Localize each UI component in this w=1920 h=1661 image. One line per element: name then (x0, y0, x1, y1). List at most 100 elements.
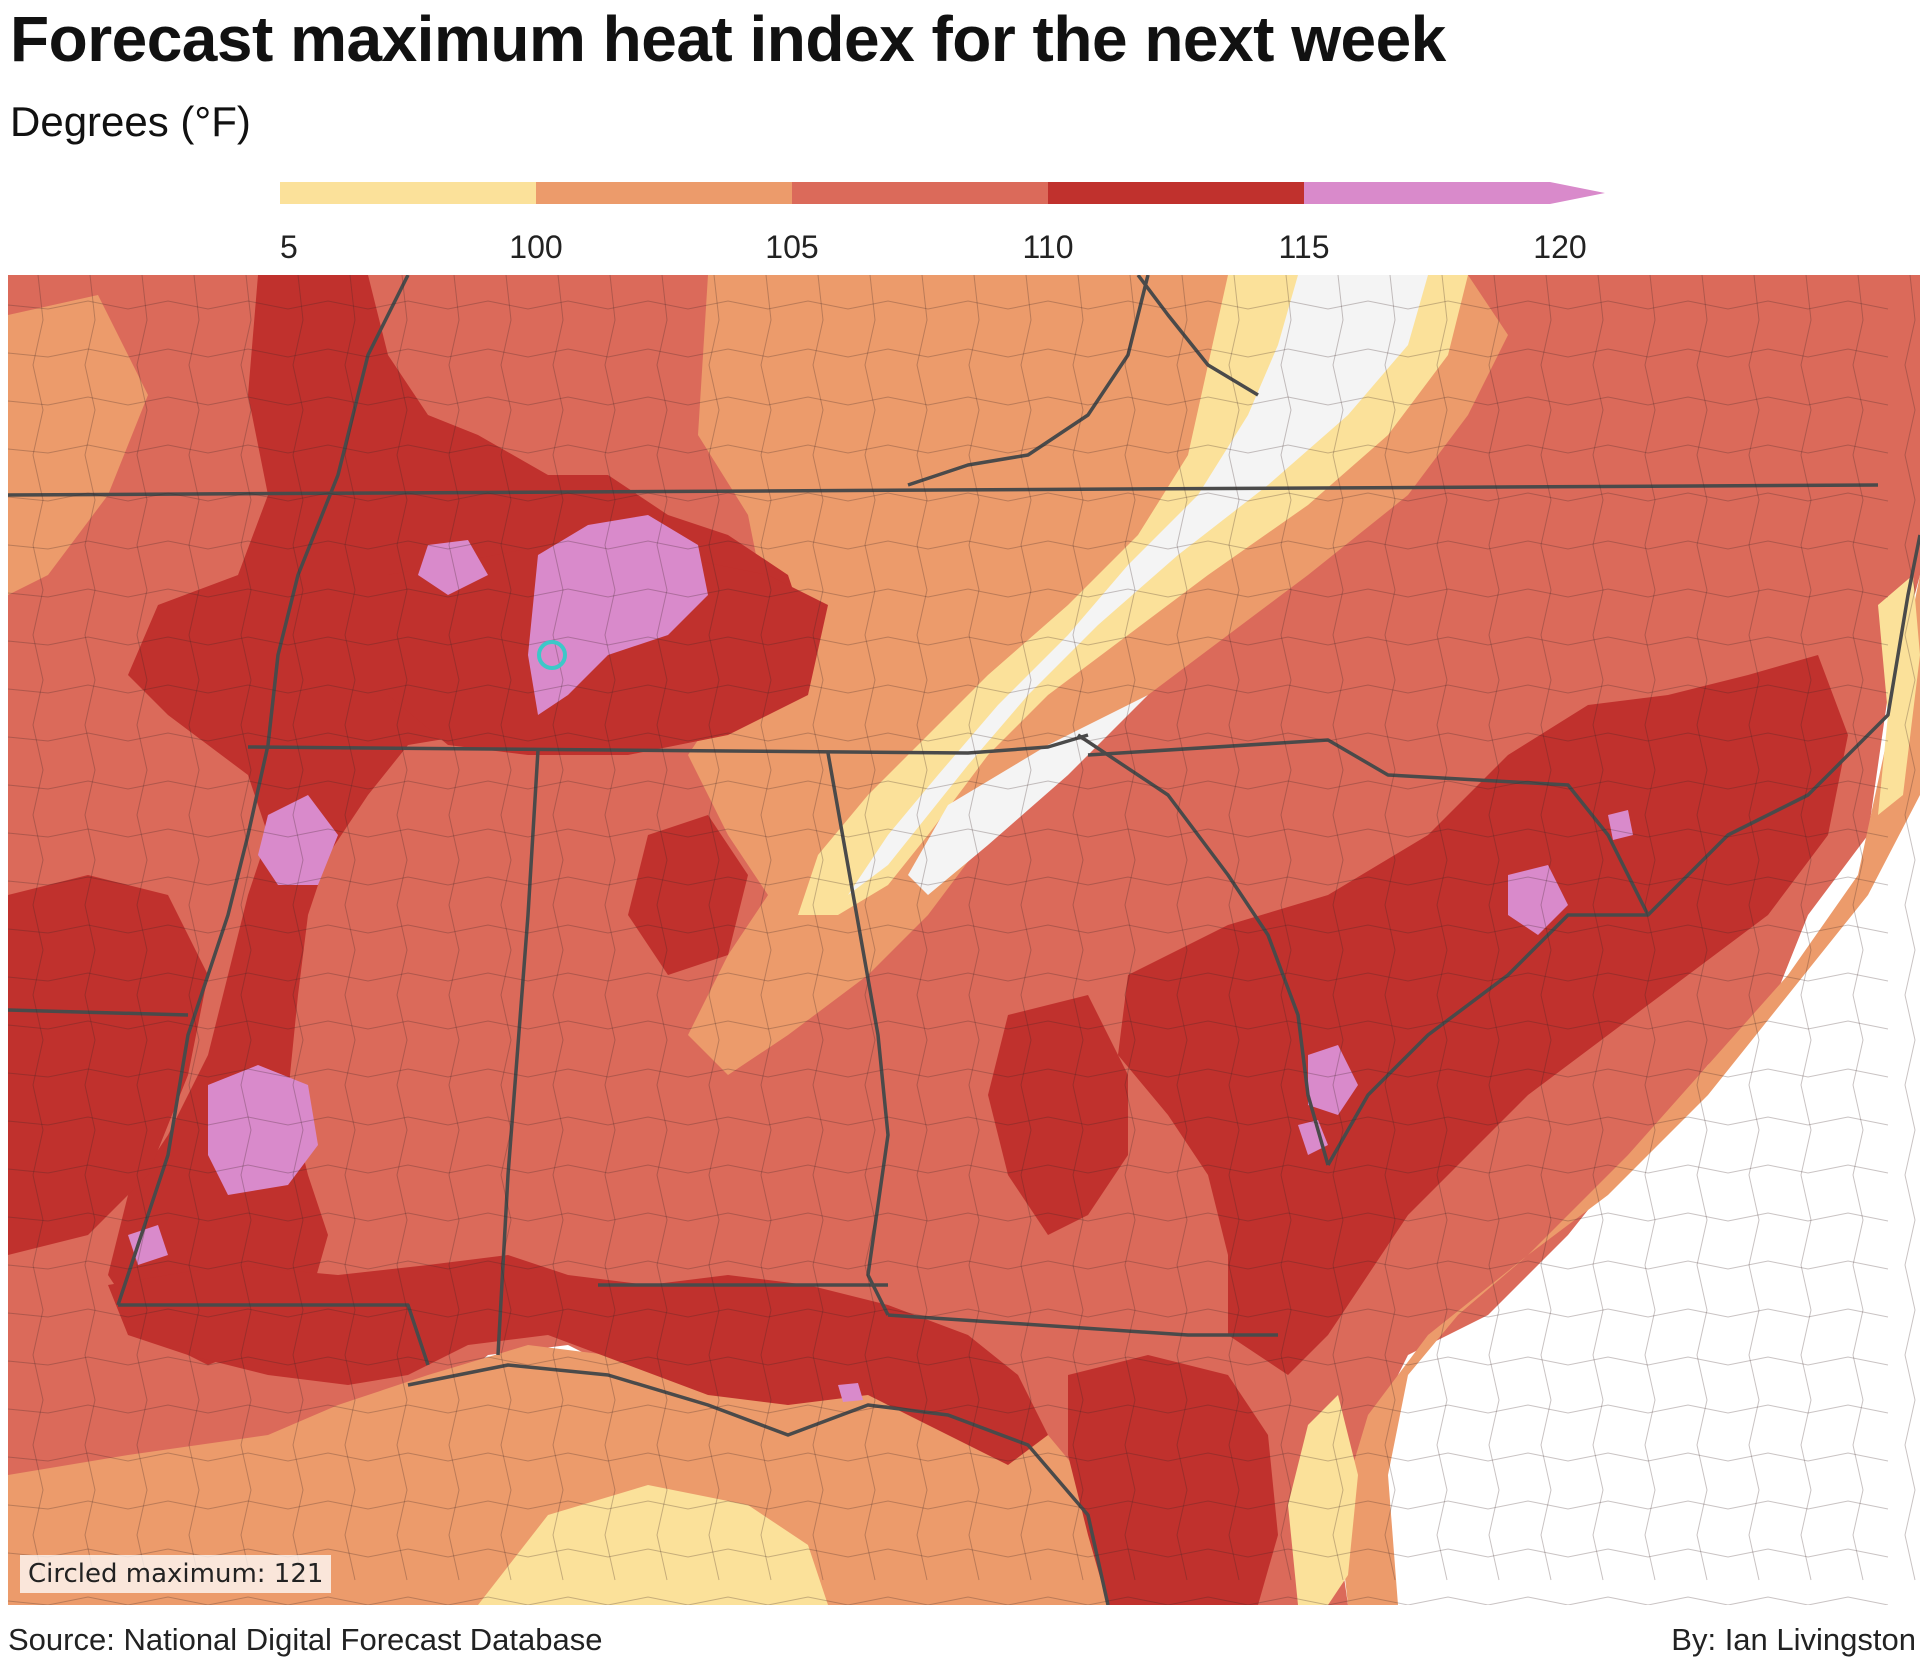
louisiana-mississippi-border (118, 1303, 430, 1366)
legend-bin-100-105 (536, 182, 792, 204)
county-line (8, 300, 1889, 310)
county-line (864, 275, 876, 1581)
gulf-coastline (407, 1363, 1110, 1605)
county-line (1436, 275, 1448, 1581)
county-line (1124, 275, 1136, 1581)
county-line (1592, 275, 1604, 1581)
county-line (708, 275, 720, 1581)
legend-ticks: 95 100 105 110 115 120 (280, 229, 1587, 265)
county-line (8, 1020, 1889, 1030)
gulf-coast-110-115 (108, 1255, 1048, 1465)
kentucky-west-virginia-border (1136, 275, 1259, 397)
mississippi-river-border (116, 275, 410, 1306)
county-line (1644, 275, 1656, 1581)
legend-tick-100: 100 (509, 229, 562, 265)
county-line (8, 1404, 1889, 1414)
county-line (8, 1164, 1889, 1174)
county-line (8, 588, 1889, 598)
county-line (916, 275, 928, 1581)
florida-panhandle-115plus (838, 1383, 863, 1402)
atlantic-offshore-95-100 (1288, 1395, 1358, 1605)
savannah-115plus (1298, 1120, 1328, 1155)
county-line (1800, 275, 1812, 1581)
county-line (1540, 275, 1552, 1581)
county-line (1228, 275, 1240, 1581)
legend-tick-110: 110 (1022, 229, 1073, 265)
florida-110-115 (1068, 1355, 1278, 1605)
legend-tick-115: 115 (1278, 229, 1329, 265)
county-line (8, 1452, 1889, 1462)
county-line (8, 1068, 1889, 1078)
north-carolina-south-carolina-border (1087, 738, 1650, 916)
units-subtitle: Degrees (°F) (10, 98, 251, 145)
county-line (552, 275, 564, 1581)
gulf-offshore-95-100 (478, 1485, 828, 1605)
county-line (656, 275, 668, 1581)
charleston-115plus (1308, 1045, 1358, 1115)
county-line (604, 275, 616, 1581)
county-line (8, 1596, 1889, 1605)
county-line (8, 348, 1889, 358)
wilmington-115plus (1508, 865, 1568, 935)
county-line (760, 275, 772, 1581)
county-line (8, 1500, 1889, 1510)
county-line (1748, 275, 1760, 1581)
county-line (8, 444, 1889, 454)
carolinas-110-115 (1118, 655, 1848, 1375)
virginia-west-virginia-border (907, 275, 1150, 487)
legend-tick-95: 95 (280, 229, 298, 265)
circled-maximum-note: Circled maximum: 121 (20, 1555, 332, 1593)
circled-maximum-marker (537, 640, 567, 670)
ozark-100-105 (8, 295, 148, 595)
county-line (8, 636, 1889, 646)
mississippi-delta-115plus (258, 795, 338, 885)
tennessee-north-115plus (418, 540, 488, 595)
legend-tick-105: 105 (765, 229, 818, 265)
county-line (1020, 275, 1032, 1581)
western-tennessee-115plus (528, 515, 708, 715)
county-line (84, 275, 96, 1581)
color-legend: 95 100 105 110 115 120 (280, 182, 1605, 265)
county-line (968, 275, 980, 1581)
county-grid (8, 275, 1916, 1605)
county-line (292, 275, 304, 1581)
heat-index-map (8, 275, 1920, 1605)
legend-bin-115-120 (1304, 182, 1550, 204)
county-line (1280, 275, 1292, 1581)
legend-bin-110-115 (1048, 182, 1304, 204)
ridge-below-95 (908, 695, 1148, 895)
county-line (344, 275, 356, 1581)
state-borders (8, 275, 1920, 1605)
county-line (1384, 275, 1396, 1581)
county-line (32, 275, 44, 1581)
legend-color-bins (280, 182, 1550, 204)
county-line (500, 275, 512, 1581)
alabama-georgia-border (826, 752, 890, 1316)
kentucky-tennessee-border (8, 483, 1879, 497)
county-line (8, 876, 1889, 886)
county-line (1852, 275, 1864, 1581)
county-line (1176, 275, 1188, 1581)
county-line (8, 684, 1889, 694)
county-line (8, 732, 1889, 742)
county-line (8, 1116, 1889, 1126)
gulf-offshore-100-105 (8, 1345, 1118, 1605)
county-line (396, 275, 408, 1581)
arkansas-louisiana-border (8, 1008, 189, 1017)
appalachian-below-95 (848, 275, 1428, 895)
georgia-central-110-115 (988, 995, 1128, 1235)
county-line (188, 275, 200, 1581)
mississippi-alabama-border (496, 749, 540, 1356)
atlantic-coastline (1326, 534, 1920, 1166)
county-line (8, 780, 1889, 790)
county-line (240, 275, 252, 1581)
county-line (1696, 275, 1708, 1581)
county-line (8, 828, 1889, 838)
county-line (1488, 275, 1500, 1581)
legend-open-arrow (1550, 182, 1605, 204)
county-line (1904, 275, 1916, 1581)
page-title: Forecast maximum heat index for the next… (10, 3, 1446, 75)
county-line (812, 275, 824, 1581)
legend-tick-120: 120 (1533, 229, 1586, 265)
county-line (136, 275, 148, 1581)
